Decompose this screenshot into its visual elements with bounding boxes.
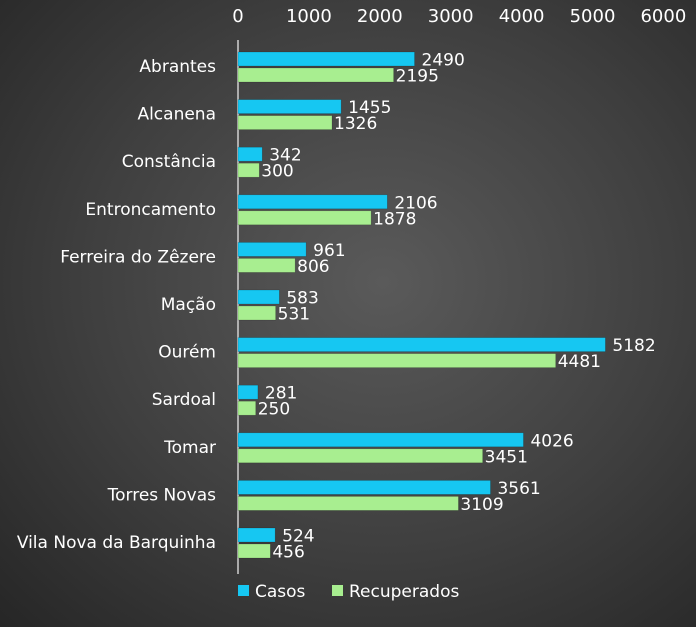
data-label: 4481 [558, 352, 601, 372]
x-axis-ticks: 0 1000 2000 3000 4000 5000 6000 [232, 6, 686, 27]
bar-recuperados [237, 67, 394, 83]
category-label: Mação [161, 295, 216, 315]
bar-recuperados [237, 400, 257, 416]
data-label: 2106 [394, 193, 437, 213]
bar-casos [237, 51, 415, 67]
bar-casos [237, 384, 259, 400]
data-label: 250 [258, 400, 290, 420]
legend-label-casos: Casos [255, 582, 306, 602]
bar-recuperados [237, 353, 557, 368]
data-label: 531 [278, 305, 310, 325]
bar-recuperados [237, 448, 483, 464]
data-label: 3561 [497, 479, 540, 499]
legend-swatch-casos [238, 585, 249, 596]
category-label: Entroncamento [85, 200, 216, 220]
legend: Casos Recuperados [238, 582, 459, 602]
category-label: Ferreira do Zêzere [60, 247, 216, 267]
data-label: 2490 [422, 51, 465, 71]
x-tick-label: 6000 [640, 6, 686, 27]
bar-recuperados [237, 543, 271, 559]
category-label: Constância [122, 152, 216, 172]
data-label: 3109 [460, 495, 503, 515]
x-tick-label: 0 [232, 6, 243, 27]
bar-recuperados [237, 496, 459, 511]
bar-recuperados [237, 258, 296, 273]
data-label: 524 [282, 527, 314, 547]
x-tick-label: 2000 [357, 6, 403, 27]
bar-casos [237, 289, 280, 305]
data-label: 5182 [612, 336, 655, 356]
bar-recuperados [237, 305, 276, 321]
data-label: 456 [272, 543, 304, 563]
bar-recuperados [237, 210, 372, 226]
bar-casos [237, 194, 388, 210]
bar-casos [237, 480, 491, 495]
category-label: Ourém [158, 343, 216, 363]
category-labels: Abrantes Alcanena Constância Entroncamento F… [17, 57, 216, 553]
category-label: Sardoal [152, 390, 216, 410]
bar-casos [237, 99, 342, 114]
data-label: 1455 [348, 98, 391, 118]
data-label: 1326 [334, 114, 377, 134]
data-label: 342 [269, 146, 301, 166]
data-label: 1878 [373, 209, 416, 229]
category-label: Abrantes [139, 57, 216, 77]
x-tick-label: 4000 [499, 6, 545, 27]
bar-recuperados [237, 115, 333, 130]
data-label: 300 [261, 162, 293, 182]
data-label: 806 [297, 257, 329, 277]
data-labels: 2490219514551326342300210618789618065835… [258, 51, 656, 563]
x-tick-label: 1000 [286, 6, 332, 27]
legend-swatch-recuperados [332, 585, 343, 596]
x-tick-label: 3000 [428, 6, 474, 27]
bars [237, 51, 606, 559]
data-label: 583 [286, 289, 318, 309]
bar-casos [237, 527, 276, 543]
category-label: Tomar [163, 438, 216, 458]
x-tick-label: 5000 [570, 6, 616, 27]
bar-casos [237, 432, 524, 448]
legend-label-recuperados: Recuperados [349, 582, 459, 602]
category-label: Vila Nova da Barquinha [17, 533, 216, 553]
data-label: 961 [313, 241, 345, 261]
category-label: Alcanena [137, 105, 216, 125]
bar-casos [237, 242, 307, 257]
bar-casos [237, 337, 606, 352]
data-label: 2195 [396, 67, 439, 87]
data-label: 3451 [485, 447, 528, 467]
bar-casos [237, 146, 263, 162]
bar-recuperados [237, 162, 260, 178]
data-label: 4026 [530, 431, 573, 451]
category-label: Torres Novas [107, 485, 217, 505]
data-label: 281 [265, 384, 297, 404]
